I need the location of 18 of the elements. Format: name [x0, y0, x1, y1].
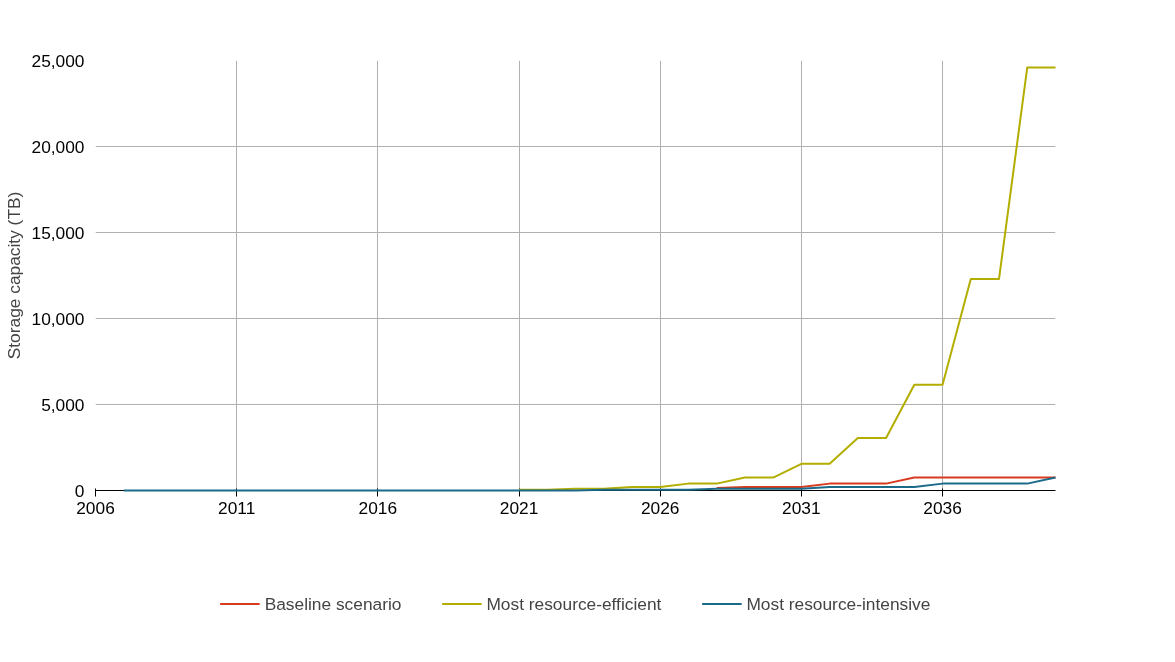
line-series [122, 476, 1057, 492]
y-tick-label: 25,000 [31, 50, 85, 71]
x-tick-label: 2031 [782, 497, 821, 518]
y-tick-label: 10,000 [31, 308, 85, 329]
y-tick-label: 20,000 [31, 136, 85, 157]
line-series [715, 476, 1057, 489]
legend-label: Baseline scenario [264, 593, 402, 615]
x-tick-label: 2036 [923, 497, 962, 518]
y-tick-label: 5,000 [41, 394, 85, 415]
x-tick-label: 2016 [358, 497, 398, 518]
x-tick-label: 2021 [499, 497, 539, 518]
legend-label: Most resource-efficient [486, 593, 662, 615]
y-tick-label: 15,000 [31, 222, 85, 243]
y-axis-title: Storage capacity (TB) [3, 191, 24, 360]
line-series [518, 66, 1057, 491]
x-tick-label: 2011 [218, 497, 256, 518]
x-tick-label: 2026 [640, 497, 680, 518]
legend-label: Most resource-intensive [746, 593, 931, 615]
